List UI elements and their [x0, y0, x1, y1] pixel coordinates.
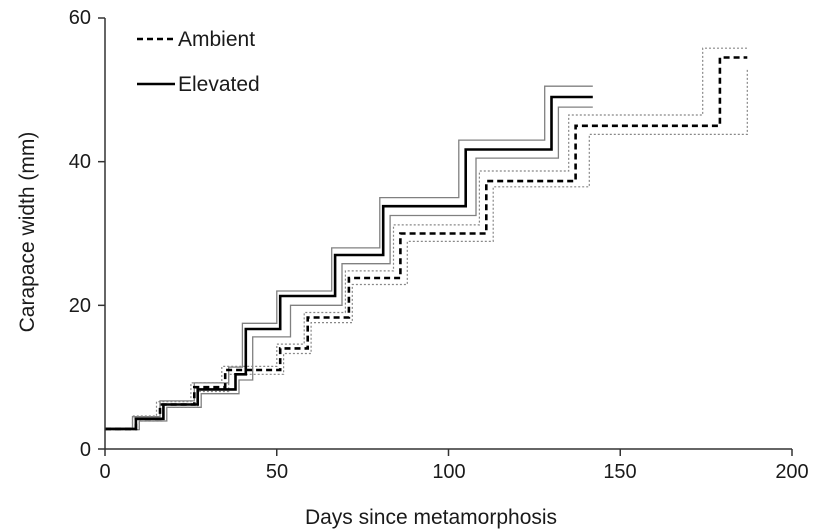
legend-label-ambient: Ambient: [178, 28, 255, 51]
x-tick-label-100: 100: [432, 461, 465, 483]
series-elevated-upper-band: [105, 85, 593, 429]
y-tick-label-0: 0: [80, 439, 91, 461]
x-tick-label-200: 200: [775, 461, 808, 483]
legend: Ambient Elevated: [137, 28, 260, 96]
y-tick-label-20: 20: [69, 295, 91, 317]
series-ambient-upper-band: [105, 47, 748, 429]
axis-ticks: [98, 17, 793, 456]
series-elevated-mean: [105, 95, 593, 431]
x-tick-label-50: 50: [266, 461, 288, 483]
series-ambient-mean: [105, 56, 748, 431]
series-elevated-lower-band: [105, 106, 593, 431]
x-tick-label-0: 0: [99, 461, 110, 483]
y-axis-title: Carapace width (mm): [16, 132, 39, 333]
series-ambient-lower-band: [105, 68, 748, 431]
x-axis-title: Days since metamorphosis: [305, 506, 557, 529]
y-tick-label-60: 60: [69, 7, 91, 29]
x-tick-label-150: 150: [603, 461, 636, 483]
chart-marks: [105, 47, 748, 431]
legend-label-elevated: Elevated: [178, 73, 260, 96]
y-tick-label-40: 40: [69, 151, 91, 173]
